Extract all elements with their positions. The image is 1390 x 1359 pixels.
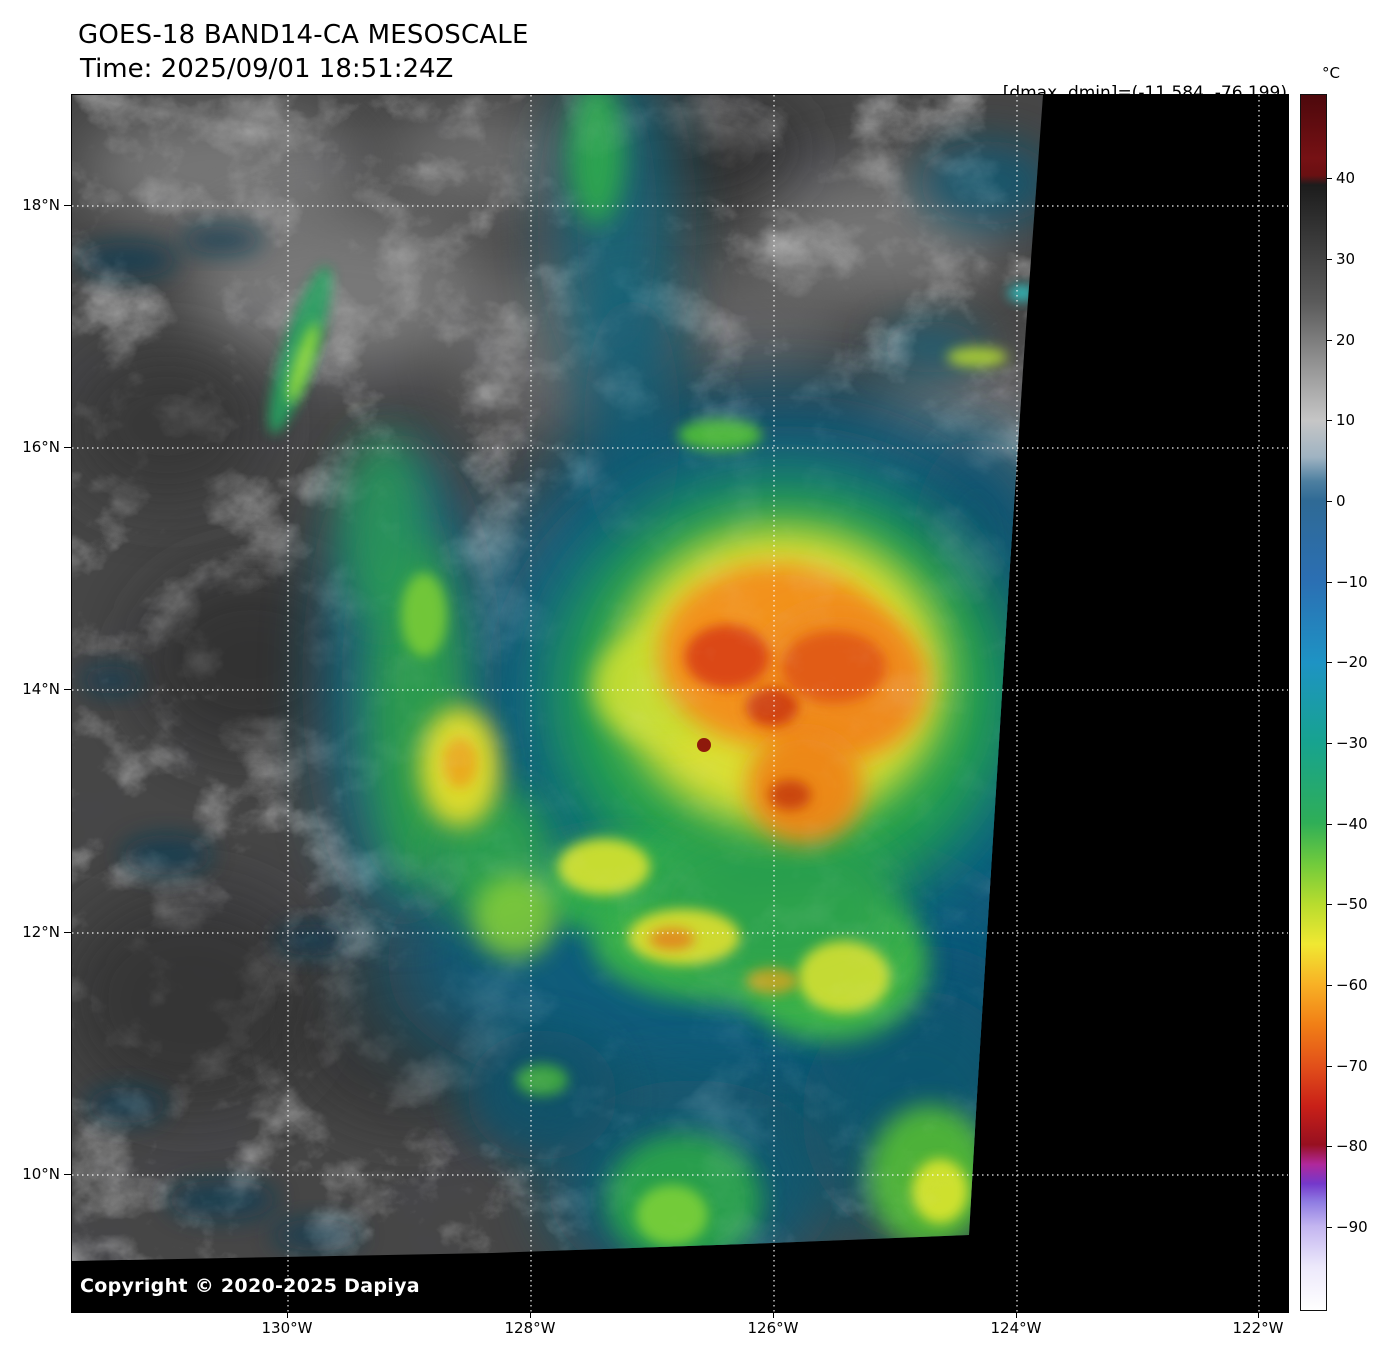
colorbar-tick-label: 10 bbox=[1336, 411, 1356, 429]
y-axis-tick bbox=[64, 932, 71, 933]
colorbar-tick bbox=[1327, 662, 1332, 663]
colorbar-tick-label: 40 bbox=[1336, 169, 1356, 187]
lat-label-14n: 14°N bbox=[22, 680, 60, 698]
colorbar-tick-label: −20 bbox=[1336, 653, 1368, 671]
colorbar-tick bbox=[1327, 420, 1332, 421]
x-axis-tick bbox=[1258, 1312, 1259, 1318]
colorbar-unit-label: °C bbox=[1322, 64, 1340, 82]
colorbar-tick bbox=[1327, 501, 1332, 502]
x-axis-tick bbox=[773, 1312, 774, 1318]
lat-label-18n: 18°N bbox=[22, 196, 60, 214]
colorbar-tick-label: 20 bbox=[1336, 331, 1356, 349]
colorbar-tick bbox=[1327, 743, 1332, 744]
lon-label-128w: 128°W bbox=[504, 1319, 556, 1337]
copyright-text: Copyright © 2020-2025 Dapiya bbox=[80, 1275, 420, 1297]
colorbar-tick bbox=[1327, 340, 1332, 341]
colorbar-tick-label: 30 bbox=[1336, 250, 1356, 268]
colorbar-tick-label: −80 bbox=[1336, 1137, 1368, 1155]
colorbar-tick bbox=[1327, 985, 1332, 986]
x-axis-tick bbox=[530, 1312, 531, 1318]
colorbar-tick bbox=[1327, 1066, 1332, 1067]
y-axis-tick bbox=[64, 447, 71, 448]
satellite-image bbox=[72, 95, 1288, 1312]
colorbar-tick-label: −10 bbox=[1336, 573, 1368, 591]
lon-label-130w: 130°W bbox=[261, 1319, 313, 1337]
lat-label-16n: 16°N bbox=[22, 438, 60, 456]
colorbar-tick-label: −90 bbox=[1336, 1218, 1368, 1236]
colorbar-tick-label: −30 bbox=[1336, 734, 1368, 752]
data-swath bbox=[72, 95, 1043, 1261]
lon-label-124w: 124°W bbox=[990, 1319, 1042, 1337]
colorbar-tick-label: −50 bbox=[1336, 895, 1368, 913]
colorbar-tick bbox=[1327, 178, 1332, 179]
x-axis-tick bbox=[1016, 1312, 1017, 1318]
image-timestamp: Time: 2025/09/01 18:51:24Z bbox=[80, 54, 454, 84]
colorbar-tick bbox=[1327, 259, 1332, 260]
colorbar-tick bbox=[1327, 582, 1332, 583]
lon-label-126w: 126°W bbox=[747, 1319, 799, 1337]
colorbar-tick-label: −70 bbox=[1336, 1057, 1368, 1075]
colorbar-tick bbox=[1327, 824, 1332, 825]
colorbar-tick-label: 0 bbox=[1336, 492, 1346, 510]
y-axis-tick bbox=[64, 1174, 71, 1175]
x-axis-tick bbox=[287, 1312, 288, 1318]
y-axis-tick bbox=[64, 689, 71, 690]
colorbar-tick bbox=[1327, 1146, 1332, 1147]
lat-label-12n: 12°N bbox=[22, 923, 60, 941]
colorbar-tick bbox=[1327, 1227, 1332, 1228]
satellite-map: Copyright © 2020-2025 Dapiya bbox=[71, 94, 1289, 1313]
colorbar-tick-label: −40 bbox=[1336, 815, 1368, 833]
temperature-colorbar bbox=[1300, 94, 1327, 1311]
colorbar-tick-label: −60 bbox=[1336, 976, 1368, 994]
colorbar-tick bbox=[1327, 904, 1332, 905]
lon-label-122w: 122°W bbox=[1232, 1319, 1284, 1337]
lat-label-10n: 10°N bbox=[22, 1165, 60, 1183]
image-title: GOES-18 BAND14-CA MESOSCALE bbox=[78, 20, 529, 50]
y-axis-tick bbox=[64, 205, 71, 206]
